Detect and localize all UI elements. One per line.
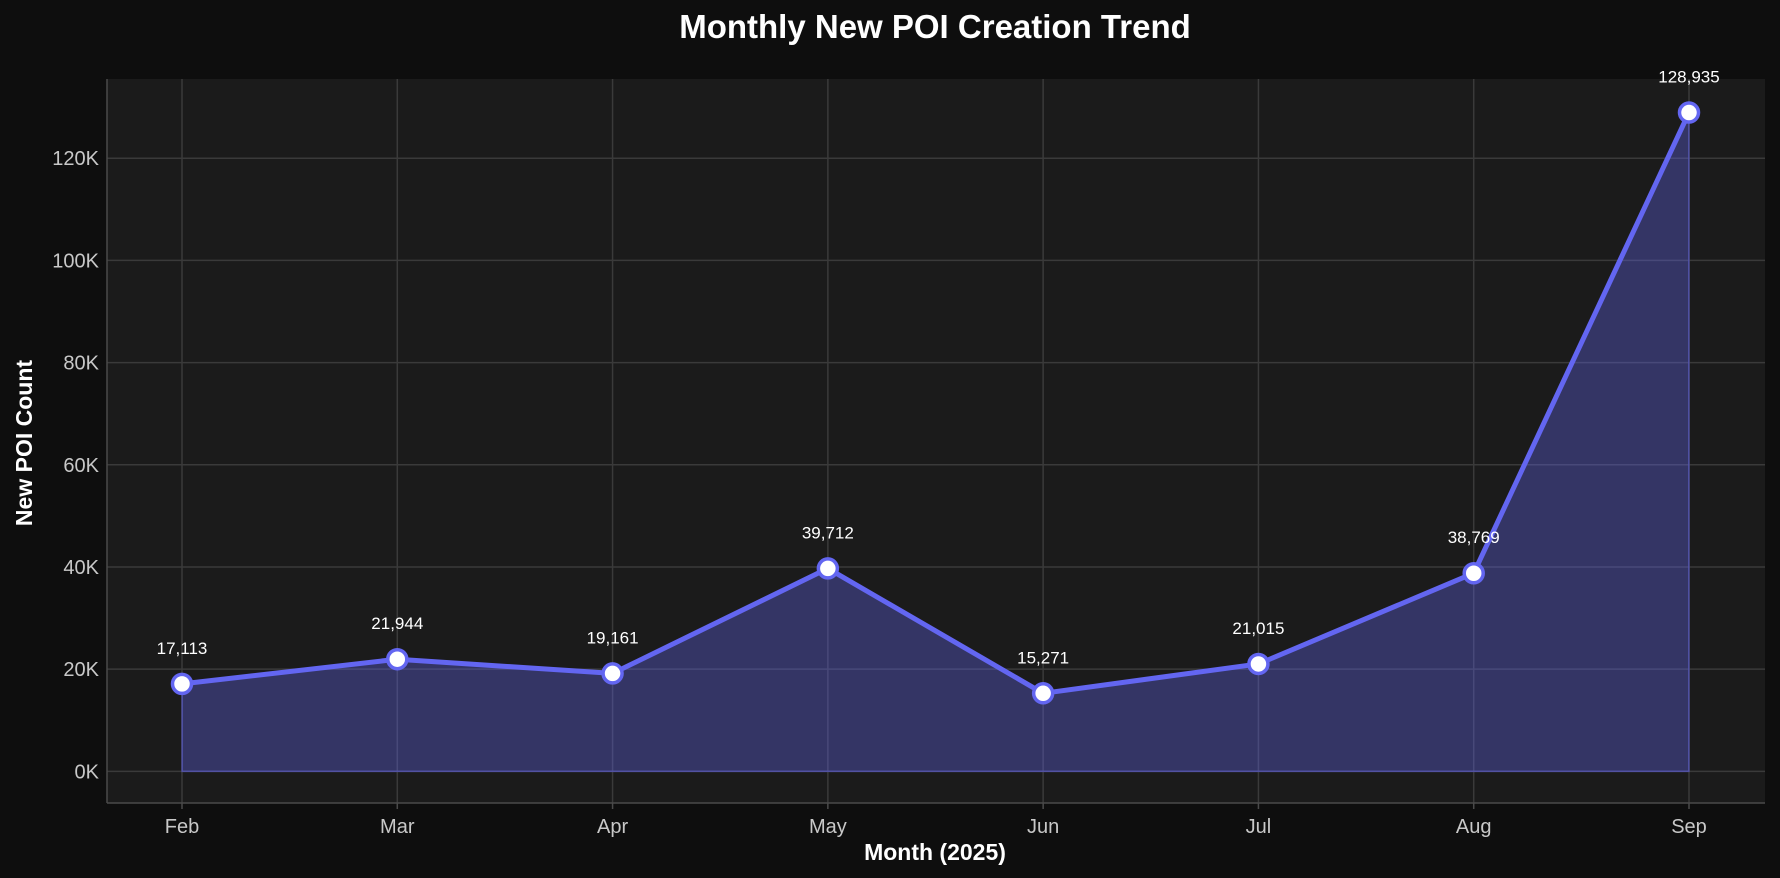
x-tick-label: Mar [380,816,415,838]
data-point-marker [1462,561,1485,585]
y-tick-label: 40K [63,557,99,579]
data-value-label: 38,769 [1448,528,1500,547]
data-value-label: 19,161 [587,628,639,647]
data-value-label: 39,712 [802,523,854,542]
data-point-marker [601,662,624,685]
data-point-marker [1031,682,1055,705]
x-tick-label: May [809,816,847,838]
marker-layer [170,101,1701,705]
y-tick-label: 80K [63,353,99,375]
x-tick-label: Jul [1246,816,1272,838]
data-point-marker [170,672,194,696]
x-tick-label: Feb [165,816,199,838]
data-point-marker [386,647,409,671]
data-value-label: 21,944 [371,614,423,633]
y-tick-label: 20K [63,659,99,681]
data-point-marker [1247,652,1270,676]
data-point-marker [816,557,840,580]
y-tick-label: 100K [52,250,99,272]
y-tick-label: 120K [52,148,99,170]
line-layer [179,110,1692,696]
y-axis-label: New POI Count [11,360,37,526]
y-tick-label: 0K [75,761,100,783]
x-tick-label: Aug [1456,816,1492,838]
x-tick-label: Sep [1671,816,1707,838]
data-value-label: 15,271 [1017,648,1069,667]
x-axis-label: Month (2025) [864,839,1006,865]
x-tick-label: Apr [597,816,628,838]
data-value-label: 128,935 [1658,68,1719,87]
series-line [179,110,1692,696]
chart-title: Monthly New POI Creation Trend [679,8,1191,45]
plot-background [107,79,1765,803]
data-value-label: 21,015 [1232,619,1284,638]
y-tick-label: 60K [63,455,99,477]
data-value-label: 17,113 [157,639,208,658]
tick-layer: 0K 20K 40K 60K 80K 100K 120K Feb Mar Apr May Jun Jul… [52,148,1707,838]
data-label-layer: 17,113 21,944 19,161 39,712 15,271 21,015 38,7… [157,68,1720,668]
data-point-marker [1677,101,1701,124]
x-tick-label: Jun [1027,816,1059,838]
